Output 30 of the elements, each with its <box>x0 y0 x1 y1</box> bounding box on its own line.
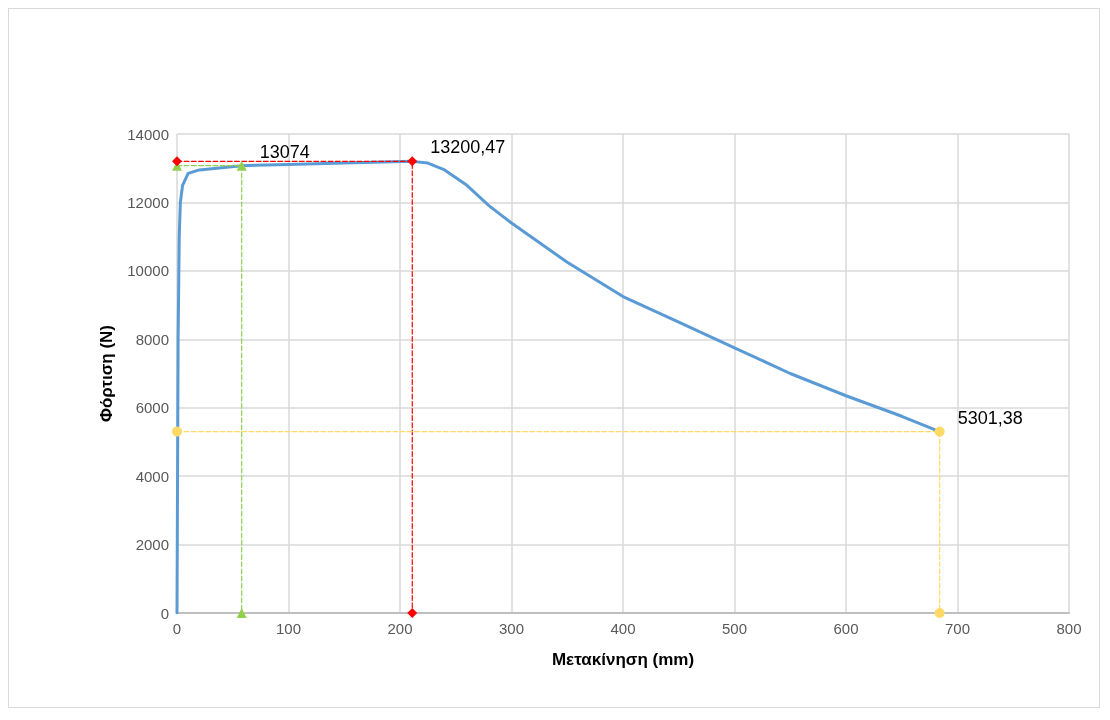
x-tick-label: 800 <box>1056 620 1082 637</box>
y-tick-label: 14000 <box>127 125 169 143</box>
point <box>934 608 945 618</box>
y-tick-label: 4000 <box>135 467 169 485</box>
data-label: 13074 <box>259 141 310 162</box>
x-tick-label: 700 <box>944 620 971 637</box>
y-tick-label: 12000 <box>127 193 169 211</box>
point <box>236 160 247 171</box>
x-tick-label: 0 <box>172 620 182 637</box>
y-tick-label: 2000 <box>135 536 169 554</box>
x-tick-label: 100 <box>275 620 302 637</box>
y-tick-label: 6000 <box>135 399 169 417</box>
point <box>236 608 247 618</box>
y-axis-title: Φόρτιση (N) <box>97 324 116 423</box>
x-tick-label: 600 <box>833 620 859 637</box>
point <box>172 156 182 167</box>
point <box>407 156 418 167</box>
point <box>934 426 945 437</box>
point <box>407 608 418 618</box>
x-tick-label: 400 <box>610 620 636 637</box>
y-tick-label: 0 <box>160 604 169 622</box>
data-label: 5301,38 <box>957 407 1023 428</box>
data-label: 13200,47 <box>430 137 506 158</box>
x-tick-label: 200 <box>387 620 413 637</box>
y-tick-label: 10000 <box>127 262 169 280</box>
x-tick-label: 300 <box>498 620 525 637</box>
point <box>172 426 182 437</box>
y-tick-label: 8000 <box>135 330 169 348</box>
x-tick-label: 500 <box>721 620 748 637</box>
x-axis-title: Μετακίνηση (mm) <box>551 650 695 669</box>
